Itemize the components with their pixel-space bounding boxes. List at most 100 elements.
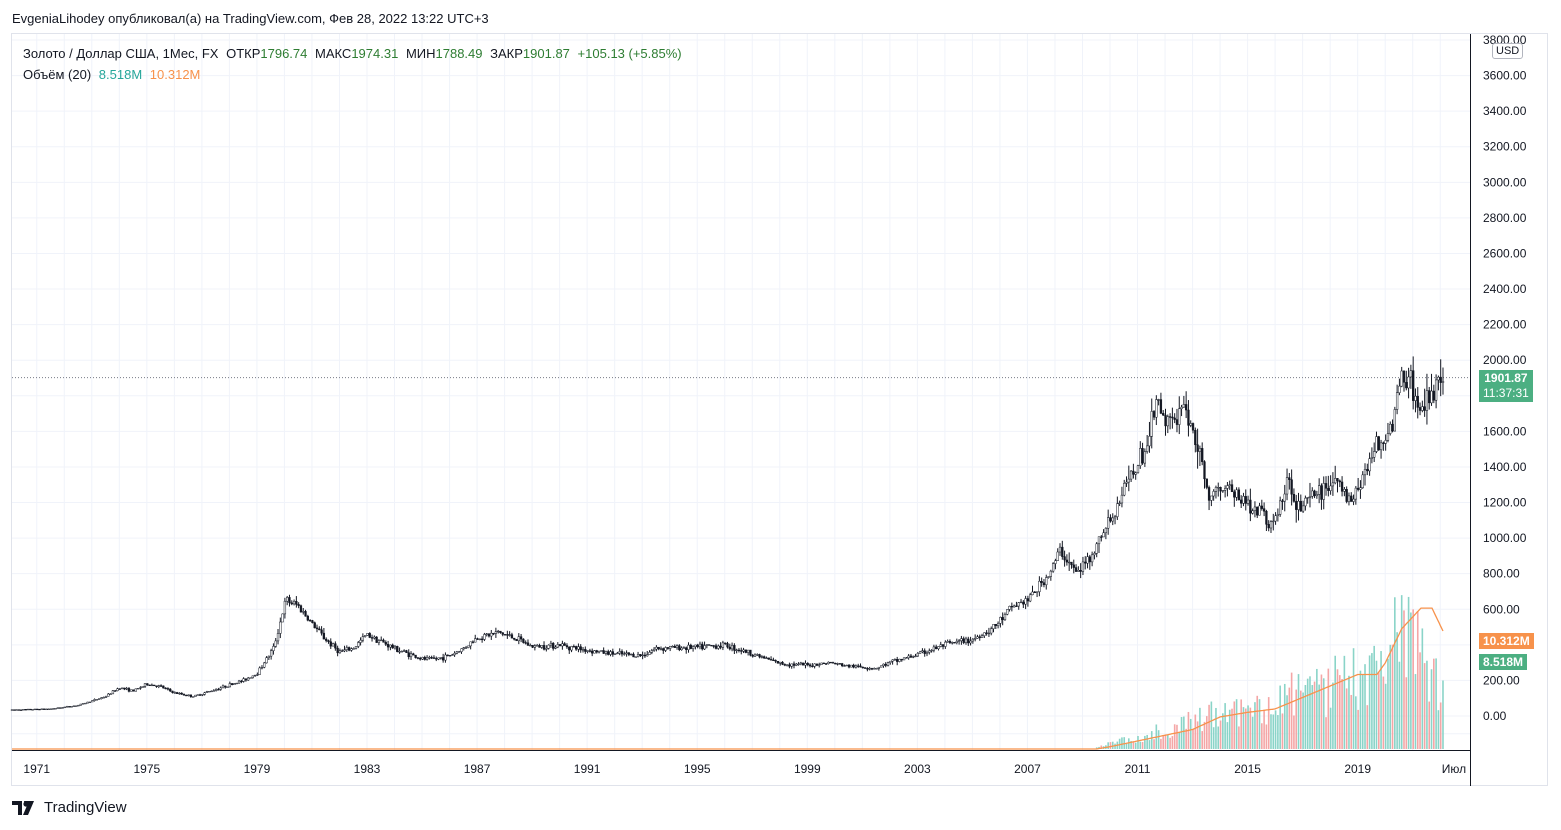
candle-body	[414, 654, 417, 658]
symbol-label[interactable]: Золото / Доллар США, 1Мес, FX	[23, 46, 219, 61]
high-label: МАКС1974.31	[315, 46, 399, 61]
candle-body	[1350, 495, 1353, 502]
candle-body	[1201, 448, 1204, 462]
candle-body	[107, 693, 110, 697]
candle-body	[907, 655, 910, 659]
volume-bar	[1180, 717, 1183, 749]
candle-body	[999, 617, 1002, 624]
candle-body	[756, 654, 759, 656]
candle-body	[77, 704, 80, 707]
candle-body	[1359, 487, 1362, 490]
volume-bar	[1423, 663, 1426, 749]
candle-body	[33, 708, 37, 711]
candle-body	[462, 647, 465, 649]
y-tick-label: 2600.00	[1483, 246, 1527, 260]
x-tick-label: 2007	[1014, 762, 1041, 776]
volume-bar	[1297, 674, 1300, 749]
candle-body	[405, 650, 408, 653]
volume-bar	[1137, 736, 1139, 749]
candle-body	[538, 645, 541, 648]
candle-body	[565, 645, 569, 648]
candle-body	[1409, 370, 1413, 378]
candle-body	[540, 645, 543, 648]
candle-body	[767, 657, 770, 660]
candle-body	[593, 650, 596, 654]
volume-bar	[1437, 710, 1440, 749]
candle-body	[1104, 527, 1108, 534]
candle-body	[928, 650, 931, 653]
candle-body	[125, 688, 128, 690]
candle-body	[175, 692, 179, 694]
candle-body	[203, 692, 206, 695]
candle-body	[256, 674, 259, 676]
candle-body	[299, 605, 303, 613]
volume-legend: Объём (20) 8.518M 10.312M	[23, 67, 204, 82]
candle-body	[130, 689, 133, 692]
candle-body	[790, 663, 793, 667]
y-tick-label: 2400.00	[1483, 282, 1527, 296]
candle-body	[974, 638, 977, 640]
close-value: 1901.87	[522, 46, 570, 61]
volume-label[interactable]: Объём (20)	[23, 67, 92, 82]
candle-body	[1235, 489, 1238, 498]
candle-body	[570, 646, 573, 651]
candle-body	[994, 624, 997, 626]
candle-body	[1285, 477, 1289, 495]
x-tick-label: 1971	[23, 762, 50, 776]
candle-body	[1412, 370, 1415, 401]
candle-body	[611, 651, 614, 655]
candle-body	[802, 662, 805, 666]
candle-body	[59, 707, 62, 709]
candle-body	[1290, 479, 1293, 495]
volume-bar	[1373, 645, 1375, 749]
candle-body	[196, 694, 199, 696]
candle-body	[1189, 423, 1192, 426]
candle-body	[146, 683, 149, 686]
currency-button[interactable]: USD	[1492, 43, 1524, 59]
candle-body	[1439, 376, 1442, 383]
candle-body	[487, 633, 491, 637]
footer-branding[interactable]: TradingView	[12, 799, 127, 816]
candle-body	[792, 663, 796, 666]
volume-bar	[1327, 668, 1330, 749]
candle-body	[861, 666, 864, 669]
candle-body	[616, 652, 619, 655]
candle-body	[643, 654, 647, 657]
candle-body	[1042, 582, 1046, 586]
candle-body	[726, 643, 729, 648]
candle-body	[1196, 444, 1199, 452]
candle-body	[758, 654, 761, 658]
candle-body	[437, 657, 440, 660]
candle-body	[471, 641, 475, 643]
volume-bar	[1293, 715, 1295, 749]
candle-body	[247, 677, 250, 681]
candle-body	[441, 657, 445, 661]
candle-body	[47, 708, 50, 711]
volume-bar	[1412, 609, 1414, 749]
candle-body	[288, 597, 291, 604]
candle-body	[710, 644, 713, 647]
volume-bar	[1302, 692, 1304, 749]
candle-body	[941, 644, 945, 647]
volume-bar	[1325, 717, 1327, 749]
volume-bar	[1320, 674, 1323, 749]
candle-body	[290, 602, 293, 605]
candle-body	[859, 665, 862, 668]
candle-body	[976, 636, 979, 639]
volume-bar	[1396, 632, 1398, 749]
volume-bar	[1357, 709, 1359, 749]
candle-body	[623, 653, 626, 655]
candle-body	[304, 611, 307, 617]
volume-bar	[1345, 688, 1348, 749]
candle-body	[955, 640, 958, 643]
candle-body	[359, 639, 362, 643]
candle-body	[625, 652, 628, 654]
candle-body	[1317, 485, 1321, 495]
volume-bar	[1368, 655, 1371, 749]
volume-bar	[1199, 707, 1201, 749]
candle-body	[574, 646, 578, 650]
candle-body	[444, 654, 447, 661]
candle-body	[1019, 601, 1023, 604]
candle-body	[494, 631, 498, 634]
